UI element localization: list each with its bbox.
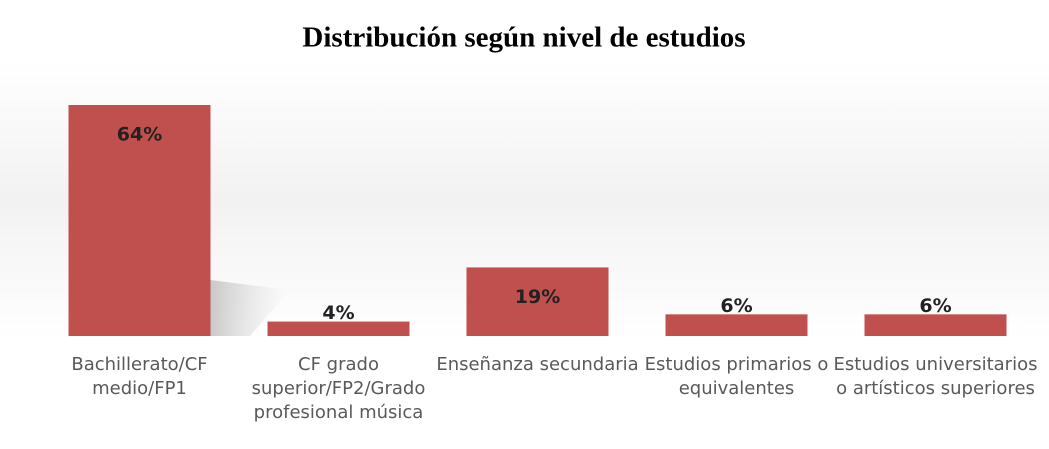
- x-tick-label: Estudios primarios o equivalentes: [644, 354, 829, 399]
- value-label: 6%: [720, 295, 752, 317]
- value-label: 4%: [322, 302, 354, 324]
- bar: [864, 314, 1007, 336]
- bar: [267, 321, 410, 336]
- x-tick-label: Enseñanza secundaria: [436, 354, 639, 375]
- bar: [466, 267, 609, 336]
- x-tick-label: Bachillerato/CF medio/FP1: [71, 354, 208, 399]
- value-label: 19%: [515, 286, 560, 308]
- chart-title: Distribución según nivel de estudios: [302, 22, 745, 54]
- bar: [68, 105, 211, 336]
- value-label: 6%: [919, 295, 951, 317]
- bar: [665, 314, 808, 336]
- shadow: [210, 280, 290, 336]
- value-label: 64%: [117, 124, 162, 146]
- x-tick-label: CF grado superior/FP2/Grado profesional …: [251, 354, 426, 423]
- x-tick-label: Estudios universitarios o artísticos sup…: [833, 354, 1038, 399]
